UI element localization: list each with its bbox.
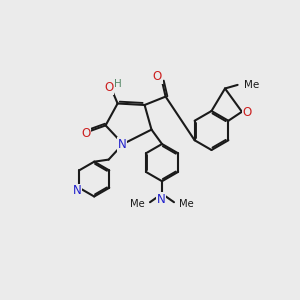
Text: O: O (81, 127, 90, 140)
Text: O: O (104, 81, 113, 94)
Text: N: N (118, 138, 127, 151)
Text: N: N (73, 184, 82, 197)
Text: Me: Me (244, 80, 260, 90)
Text: O: O (243, 106, 252, 119)
Text: N: N (157, 193, 166, 206)
Text: Me: Me (179, 199, 194, 209)
Text: Me: Me (130, 199, 145, 209)
Text: H: H (114, 79, 122, 89)
Text: O: O (153, 70, 162, 83)
